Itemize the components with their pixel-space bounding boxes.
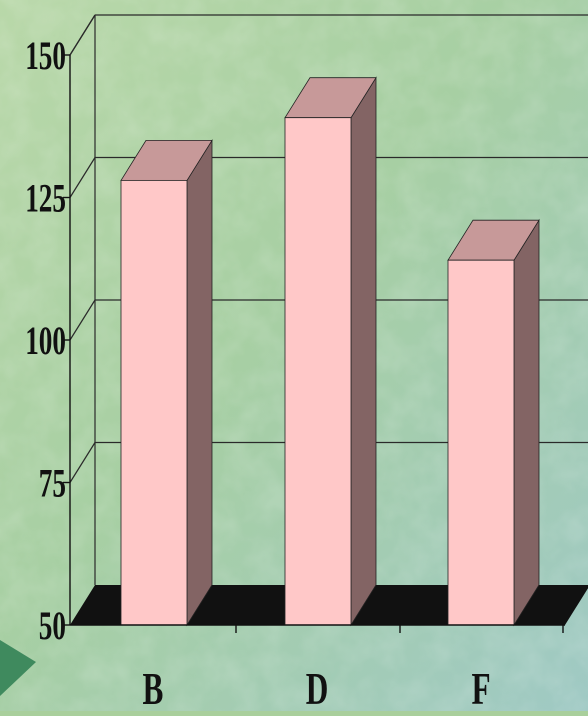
bar-side (350, 76, 377, 627)
gridline-side (69, 299, 96, 341)
x-tick-label: B (143, 663, 164, 711)
bar-side (513, 218, 540, 627)
y-tick-label: 75 (39, 463, 66, 506)
y-tick-label: 50 (39, 605, 66, 648)
bar-front (447, 259, 515, 626)
gridline-side (69, 157, 96, 198)
x-tick-label: D (306, 663, 329, 711)
x-tick-label: F (471, 663, 490, 711)
bars (120, 76, 540, 627)
bar-side (186, 139, 213, 627)
y-tick-label: 125 (25, 178, 66, 221)
triangle-arrow-icon (0, 640, 36, 696)
bar-front (284, 117, 352, 626)
y-tick-label: 150 (25, 35, 66, 78)
bar-F (447, 218, 540, 627)
bar-D (284, 76, 377, 627)
bar-B (120, 139, 213, 627)
y-tick-label: 100 (25, 320, 66, 363)
bar-front (120, 179, 188, 626)
gridline-side (69, 14, 96, 56)
gridline-side (69, 442, 96, 483)
y-axis-ticks: 50 75 100 125 150 (25, 35, 70, 648)
